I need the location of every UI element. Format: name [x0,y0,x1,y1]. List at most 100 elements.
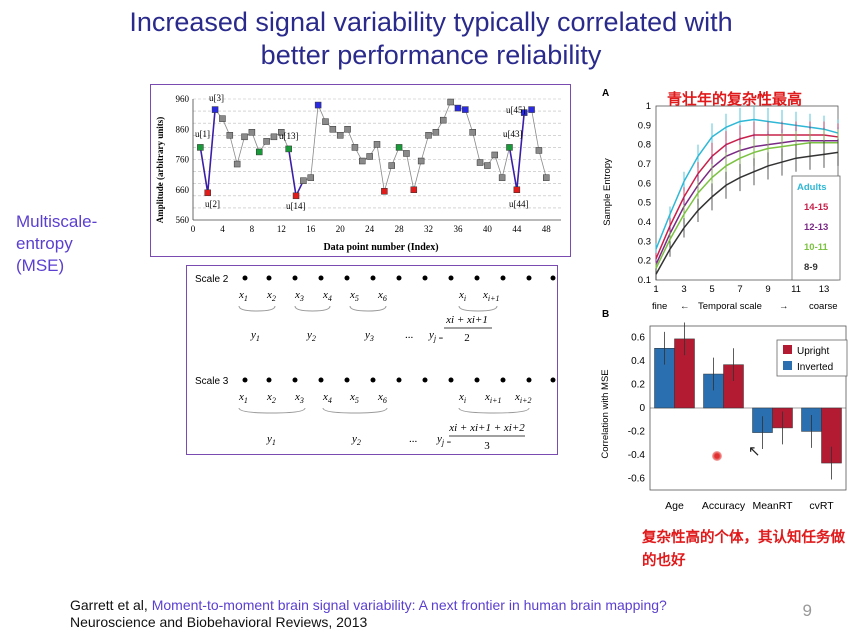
scale2-x-label: x5 [349,289,359,303]
panel-a-legend-entry: 10-11 [804,242,828,253]
signal-point [484,162,491,169]
signal-segment [420,135,429,162]
signal-point [278,129,285,136]
laser-pointer-icon [712,451,722,461]
scale3-brace [238,407,306,414]
sequence-dot [344,275,350,281]
signal-point [462,106,469,113]
sequence-dot [266,275,272,281]
panel-a-ytick-label: 0.8 [638,140,651,151]
panel-b-category-label: cvRT [809,500,834,512]
signal-xlabel: Data point number (Index) [323,242,438,253]
signal-point [491,151,499,159]
signal-point [520,109,528,116]
scale3-x-label: xi [458,391,466,405]
signal-segment [406,153,415,190]
signal-point [344,126,351,133]
signal-segment [538,150,547,178]
signal-point [432,129,440,136]
citation: Garrett et al, Moment-to-moment brain si… [70,597,667,631]
signal-point [314,101,322,109]
scale2-formula-num: xi + xi+1 [445,314,488,326]
panel-a-xtick-label: 5 [709,284,714,295]
signal-segment [501,147,510,178]
scale2-brace [458,305,498,312]
panel-a-series-line [655,134,839,260]
signal-ylabel: Amplitude (arbitrary units) [155,117,165,224]
signal-xtick-label: 24 [365,224,375,234]
panel-a-xtick-label: 11 [791,284,801,295]
panel-a-ytick-label: 0.4 [638,217,651,228]
mouse-cursor-icon: ↖ [748,442,761,460]
sequence-dot [474,377,480,383]
sequence-dot [242,275,248,281]
citation-title-link[interactable]: Moment-to-moment brain signal variabilit… [151,597,667,613]
signal-point [241,133,248,141]
scale2-x-label: x4 [322,289,332,303]
signal-point [388,162,395,169]
signal-segment [464,109,474,133]
panel-b-category-label: MeanRT [752,500,793,512]
scale2-formula-den: 2 [464,332,470,344]
scale2-x-label: xi [458,289,466,303]
signal-point [336,132,344,139]
signal-annotation: u[2] [205,199,220,209]
signal-point [447,98,454,106]
signal-xtick-label: 20 [336,224,346,234]
panel-a-xtick-label: 1 [653,284,658,295]
panel-a-xlabel-right: coarse [809,301,838,312]
signal-segment [251,132,260,153]
signal-annotation: u[3] [209,93,224,103]
sequence-dot [396,377,402,383]
panel-b-ytick-label: 0.2 [631,380,645,391]
scale2-x-label: xi+1 [482,289,500,303]
panel-b-legend-swatch [783,361,792,370]
citation-authors: Garrett et al, [70,597,148,613]
scale2-y-label: y2 [306,329,316,343]
scale3-x-label: xi+2 [514,391,532,405]
signal-ytick-label: 660 [176,185,190,195]
scale2-x-label: x3 [294,289,304,303]
signal-point [454,104,462,112]
sequence-dot [448,275,454,281]
sequence-dot [550,275,556,281]
signal-point [204,189,211,197]
scale3-label: Scale 3 [195,376,229,387]
signal-point [425,132,432,139]
sequence-dot [370,275,376,281]
correlation-bar-chart: B Correlation with MSE 0.6 0.4 0.2 0 -0.2 -0.… [600,309,848,512]
panel-a-arrow-left: ← [680,301,690,312]
panel-a-ytick-label: 0.1 [638,275,651,286]
scale2-y-label: yj = [428,329,444,343]
sample-entropy-chart: A Sample Entropy 0.1 0.2 0.3 0.4 0.5 0.6 0.7 0.… [602,88,841,312]
signal-point [469,129,476,136]
panel-a-legend-box [791,175,841,281]
page-number: 9 [802,601,812,620]
panel-a-ytick-label: 0.9 [638,120,651,131]
scale3-x-label: x3 [294,391,304,405]
signal-segment [199,147,209,193]
scale2-label: Scale 2 [195,274,229,285]
signal-xtick-label: 32 [424,224,433,234]
panel-a-series-line [655,151,839,275]
sequence-dot [318,275,324,281]
signal-point [270,133,278,141]
panel-a-annotation: 青壮年的复杂性最高 [667,91,803,108]
signal-point [373,141,381,148]
signal-segment [531,109,540,151]
signal-point [226,132,234,139]
scale3-x-label: x6 [377,391,387,405]
scale2-x-label: x6 [377,289,387,303]
panel-a: A Sample Entropy 0.1 0.2 0.3 0.4 0.5 0.6 0.7 0.… [594,82,856,314]
signal-point [439,116,447,124]
signal-ytick-label: 860 [176,124,190,134]
signal-xtick-label: 16 [306,224,316,234]
scale2-brace [349,305,387,312]
scale3-formula-num: xi + xi+1 + xi+2 [448,422,525,434]
signal-point [300,177,307,184]
sequence-dot [396,275,402,281]
sequence-dot [500,275,506,281]
scale3-ellipsis: ... [409,433,418,445]
panel-a-ytick-label: 0.2 [638,256,651,267]
scale3-x-label: x1 [238,391,248,405]
